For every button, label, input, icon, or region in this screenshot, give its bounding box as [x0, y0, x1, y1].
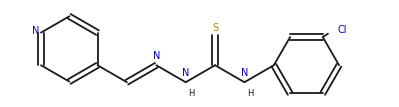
Text: H: H [188, 89, 195, 98]
Text: S: S [212, 23, 218, 33]
Text: H: H [247, 89, 253, 98]
Text: N: N [152, 51, 160, 61]
Text: N: N [32, 26, 40, 36]
Text: Cl: Cl [337, 25, 347, 35]
Text: N: N [182, 68, 190, 78]
Text: N: N [241, 68, 248, 78]
